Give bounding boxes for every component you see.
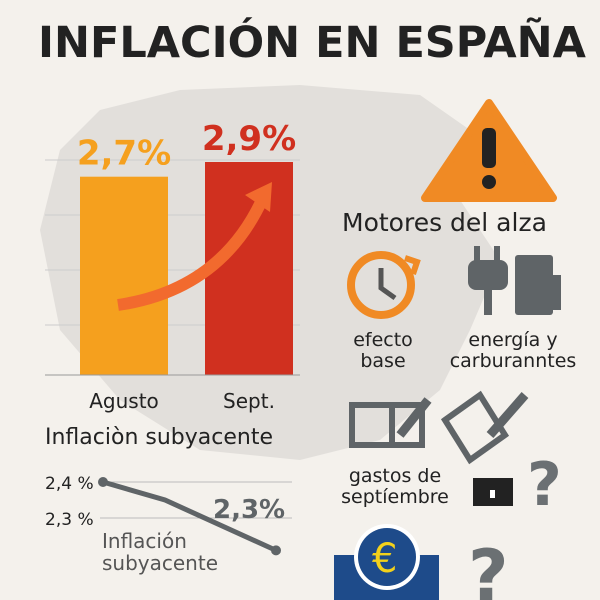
question-icon: ? [468,535,509,600]
book-pencil-icon [349,397,432,448]
page-title: INFLACIÓN EN ESPAÑA [38,18,586,68]
y-tick-label: 2,3 % [45,510,94,530]
drivers-heading: Motores del alza [342,208,547,237]
line-data-label: 2,3% [213,495,285,525]
bar-chart: 2,7% Agusto 2,9% Sept. [45,119,300,413]
line-point [98,477,108,487]
line-series [102,479,278,553]
y-tick-label: 2,4 % [45,474,94,494]
question-icon: ? [527,450,562,520]
svg-text:€: € [372,536,397,582]
wallet-icon [473,478,513,506]
line-chart: 2,4 % 2,3 % 2,3% [45,474,292,556]
bar-category-label: Sept. [223,389,275,413]
bar-data-label: 2,7% [77,134,171,174]
bar [80,176,168,375]
driver-label: efecto base [353,329,413,372]
driver-label: gastos de septíembre [341,465,449,508]
line-chart-title: Inflaciòn subyacente [45,425,273,450]
line-point [271,545,281,556]
clock-refresh-icon [347,251,421,319]
arrow-head-icon [245,182,272,212]
line-series-label: Inflación subyacente [102,529,219,575]
bar-data-label: 2,9% [202,119,296,159]
plug-fuel-icon [468,246,561,315]
bar-category-label: Agusto [89,389,159,413]
warning-icon [421,99,557,202]
notebook-pencil-icon [440,390,529,465]
driver-label: energía y carburanntes [449,329,577,372]
trend-arrow [117,197,268,311]
euro-bank-icon: € [334,524,439,600]
